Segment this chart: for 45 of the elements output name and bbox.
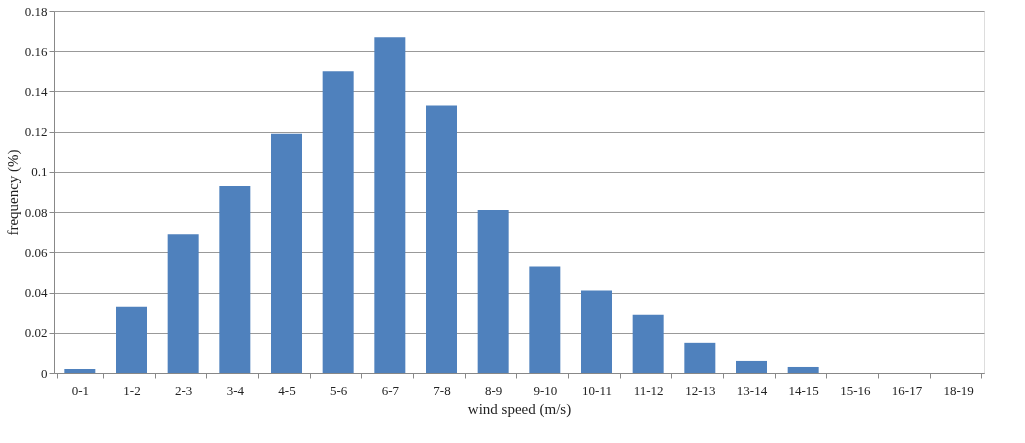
bar: [426, 105, 457, 373]
x-tick-label: 16-17: [891, 382, 923, 398]
bar: [477, 210, 509, 373]
bar: [684, 342, 716, 373]
y-axis-title: frequency (%): [4, 149, 22, 236]
bar: [64, 368, 96, 373]
x-tick-label: 4-5: [278, 382, 296, 398]
x-tick-label: 2-3: [174, 382, 193, 398]
x-tick-label: 11-12: [633, 382, 664, 398]
x-tick-label: 9-10: [533, 382, 558, 398]
x-tick-label: 3-4: [226, 382, 245, 398]
x-tick-label: 13-14: [736, 382, 768, 398]
x-tick-label: 14-15: [788, 382, 819, 398]
x-tick-label: 12-13: [685, 382, 716, 398]
x-tick-label: 7-8: [433, 382, 451, 398]
y-tick-label: 0.18: [24, 3, 48, 19]
bar: [374, 37, 406, 373]
x-tick-label: 15-16: [840, 382, 871, 398]
bar: [167, 234, 199, 373]
y-tick-label: 0.06: [24, 244, 48, 260]
bar: [581, 290, 612, 373]
y-tick-label: 0.1: [31, 164, 48, 180]
y-tick-label: 0.04: [24, 285, 48, 301]
bar: [736, 360, 767, 373]
bar: [529, 266, 561, 373]
x-tick-label: 0-1: [71, 382, 90, 398]
x-tick-label: 6-7: [381, 382, 400, 398]
y-tick-label: 0.12: [24, 124, 48, 140]
bar: [116, 306, 147, 373]
y-tick-label: 0.02: [24, 325, 48, 341]
bar: [219, 185, 251, 373]
x-tick-label: 8-9: [484, 382, 503, 398]
bar: [632, 314, 664, 373]
x-tick-label: 18-19: [943, 382, 974, 398]
x-tick-label: 10-11: [582, 382, 612, 398]
x-tick-label: 1-2: [123, 382, 141, 398]
y-tick-label: 0.08: [24, 204, 48, 220]
bar: [787, 366, 819, 373]
bar: [322, 71, 354, 373]
x-tick-label: 5-6: [329, 382, 348, 398]
x-axis-title: wind speed (m/s): [467, 400, 572, 418]
y-tick-label: 0.14: [24, 83, 48, 99]
y-tick-label: 0: [41, 365, 48, 381]
y-tick-label: 0.16: [24, 43, 48, 59]
bar: [271, 133, 302, 373]
